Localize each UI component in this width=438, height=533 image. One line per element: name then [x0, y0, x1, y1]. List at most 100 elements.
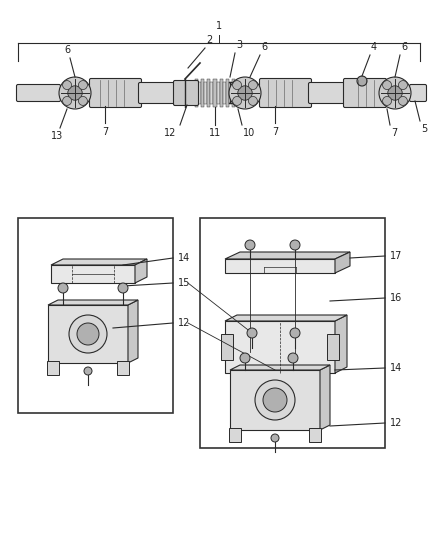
Circle shape — [240, 353, 250, 363]
Circle shape — [233, 80, 242, 90]
Circle shape — [229, 77, 261, 109]
Circle shape — [68, 86, 82, 100]
FancyBboxPatch shape — [229, 428, 241, 442]
FancyBboxPatch shape — [18, 218, 173, 413]
FancyBboxPatch shape — [117, 361, 129, 375]
Circle shape — [248, 96, 258, 106]
Circle shape — [399, 96, 407, 106]
FancyBboxPatch shape — [232, 79, 235, 107]
FancyBboxPatch shape — [235, 82, 238, 104]
FancyBboxPatch shape — [226, 79, 229, 107]
Polygon shape — [48, 305, 128, 363]
FancyBboxPatch shape — [173, 80, 198, 106]
Polygon shape — [135, 259, 147, 283]
Text: 12: 12 — [164, 128, 176, 138]
FancyBboxPatch shape — [221, 334, 233, 360]
Circle shape — [247, 328, 257, 338]
Circle shape — [233, 96, 242, 106]
Text: 17: 17 — [390, 251, 403, 261]
Polygon shape — [225, 259, 335, 273]
Polygon shape — [335, 315, 347, 373]
Circle shape — [63, 80, 71, 90]
Circle shape — [290, 240, 300, 250]
Circle shape — [58, 283, 68, 293]
Circle shape — [290, 328, 300, 338]
FancyBboxPatch shape — [198, 82, 201, 104]
FancyBboxPatch shape — [410, 85, 427, 101]
FancyBboxPatch shape — [219, 79, 223, 107]
Text: 7: 7 — [272, 127, 278, 137]
FancyBboxPatch shape — [195, 79, 198, 107]
Circle shape — [399, 80, 407, 90]
Circle shape — [379, 77, 411, 109]
FancyBboxPatch shape — [223, 82, 226, 104]
Circle shape — [78, 80, 88, 90]
FancyBboxPatch shape — [327, 334, 339, 360]
Text: 10: 10 — [243, 128, 255, 138]
Circle shape — [118, 283, 128, 293]
Text: 3: 3 — [236, 40, 242, 50]
FancyBboxPatch shape — [308, 83, 346, 103]
Text: 6: 6 — [401, 42, 407, 52]
Circle shape — [288, 353, 298, 363]
Text: 12: 12 — [178, 318, 191, 328]
Text: 13: 13 — [51, 131, 63, 141]
FancyBboxPatch shape — [17, 87, 47, 99]
Circle shape — [357, 76, 367, 86]
FancyBboxPatch shape — [47, 361, 59, 375]
Circle shape — [69, 315, 107, 353]
Circle shape — [263, 388, 287, 412]
FancyBboxPatch shape — [210, 82, 213, 104]
Text: 1: 1 — [216, 21, 222, 31]
Text: 6: 6 — [261, 42, 267, 52]
Circle shape — [63, 96, 71, 106]
FancyBboxPatch shape — [207, 79, 210, 107]
Circle shape — [77, 323, 99, 345]
Polygon shape — [225, 321, 335, 373]
Circle shape — [248, 80, 258, 90]
Circle shape — [59, 77, 91, 109]
FancyBboxPatch shape — [200, 218, 385, 448]
FancyBboxPatch shape — [89, 78, 141, 108]
Circle shape — [383, 80, 392, 90]
FancyBboxPatch shape — [204, 82, 207, 104]
FancyBboxPatch shape — [343, 78, 386, 108]
FancyBboxPatch shape — [213, 79, 216, 107]
Polygon shape — [230, 370, 320, 430]
Text: 2: 2 — [206, 35, 212, 45]
FancyBboxPatch shape — [216, 82, 219, 104]
Text: 16: 16 — [390, 293, 402, 303]
Circle shape — [238, 86, 252, 100]
Text: 4: 4 — [371, 42, 377, 52]
Polygon shape — [320, 365, 330, 430]
Text: 14: 14 — [390, 363, 402, 373]
Circle shape — [271, 434, 279, 442]
Polygon shape — [51, 265, 135, 283]
FancyBboxPatch shape — [309, 428, 321, 442]
FancyBboxPatch shape — [138, 83, 177, 103]
Polygon shape — [225, 252, 350, 259]
Polygon shape — [51, 259, 147, 265]
Text: 6: 6 — [64, 45, 70, 55]
Polygon shape — [225, 315, 347, 321]
Polygon shape — [48, 300, 138, 305]
Circle shape — [388, 86, 402, 100]
Text: 7: 7 — [391, 128, 397, 138]
Text: 15: 15 — [178, 278, 191, 288]
Circle shape — [84, 367, 92, 375]
Polygon shape — [335, 252, 350, 273]
FancyBboxPatch shape — [229, 82, 232, 104]
FancyBboxPatch shape — [201, 79, 204, 107]
Polygon shape — [128, 300, 138, 363]
FancyBboxPatch shape — [259, 78, 311, 108]
FancyBboxPatch shape — [17, 85, 60, 101]
Text: 5: 5 — [421, 124, 427, 134]
Circle shape — [255, 380, 295, 420]
Text: 12: 12 — [390, 418, 403, 428]
Text: 14: 14 — [178, 253, 190, 263]
Circle shape — [383, 96, 392, 106]
Text: 11: 11 — [209, 128, 221, 138]
FancyBboxPatch shape — [229, 83, 235, 103]
Polygon shape — [230, 365, 330, 370]
Circle shape — [78, 96, 88, 106]
